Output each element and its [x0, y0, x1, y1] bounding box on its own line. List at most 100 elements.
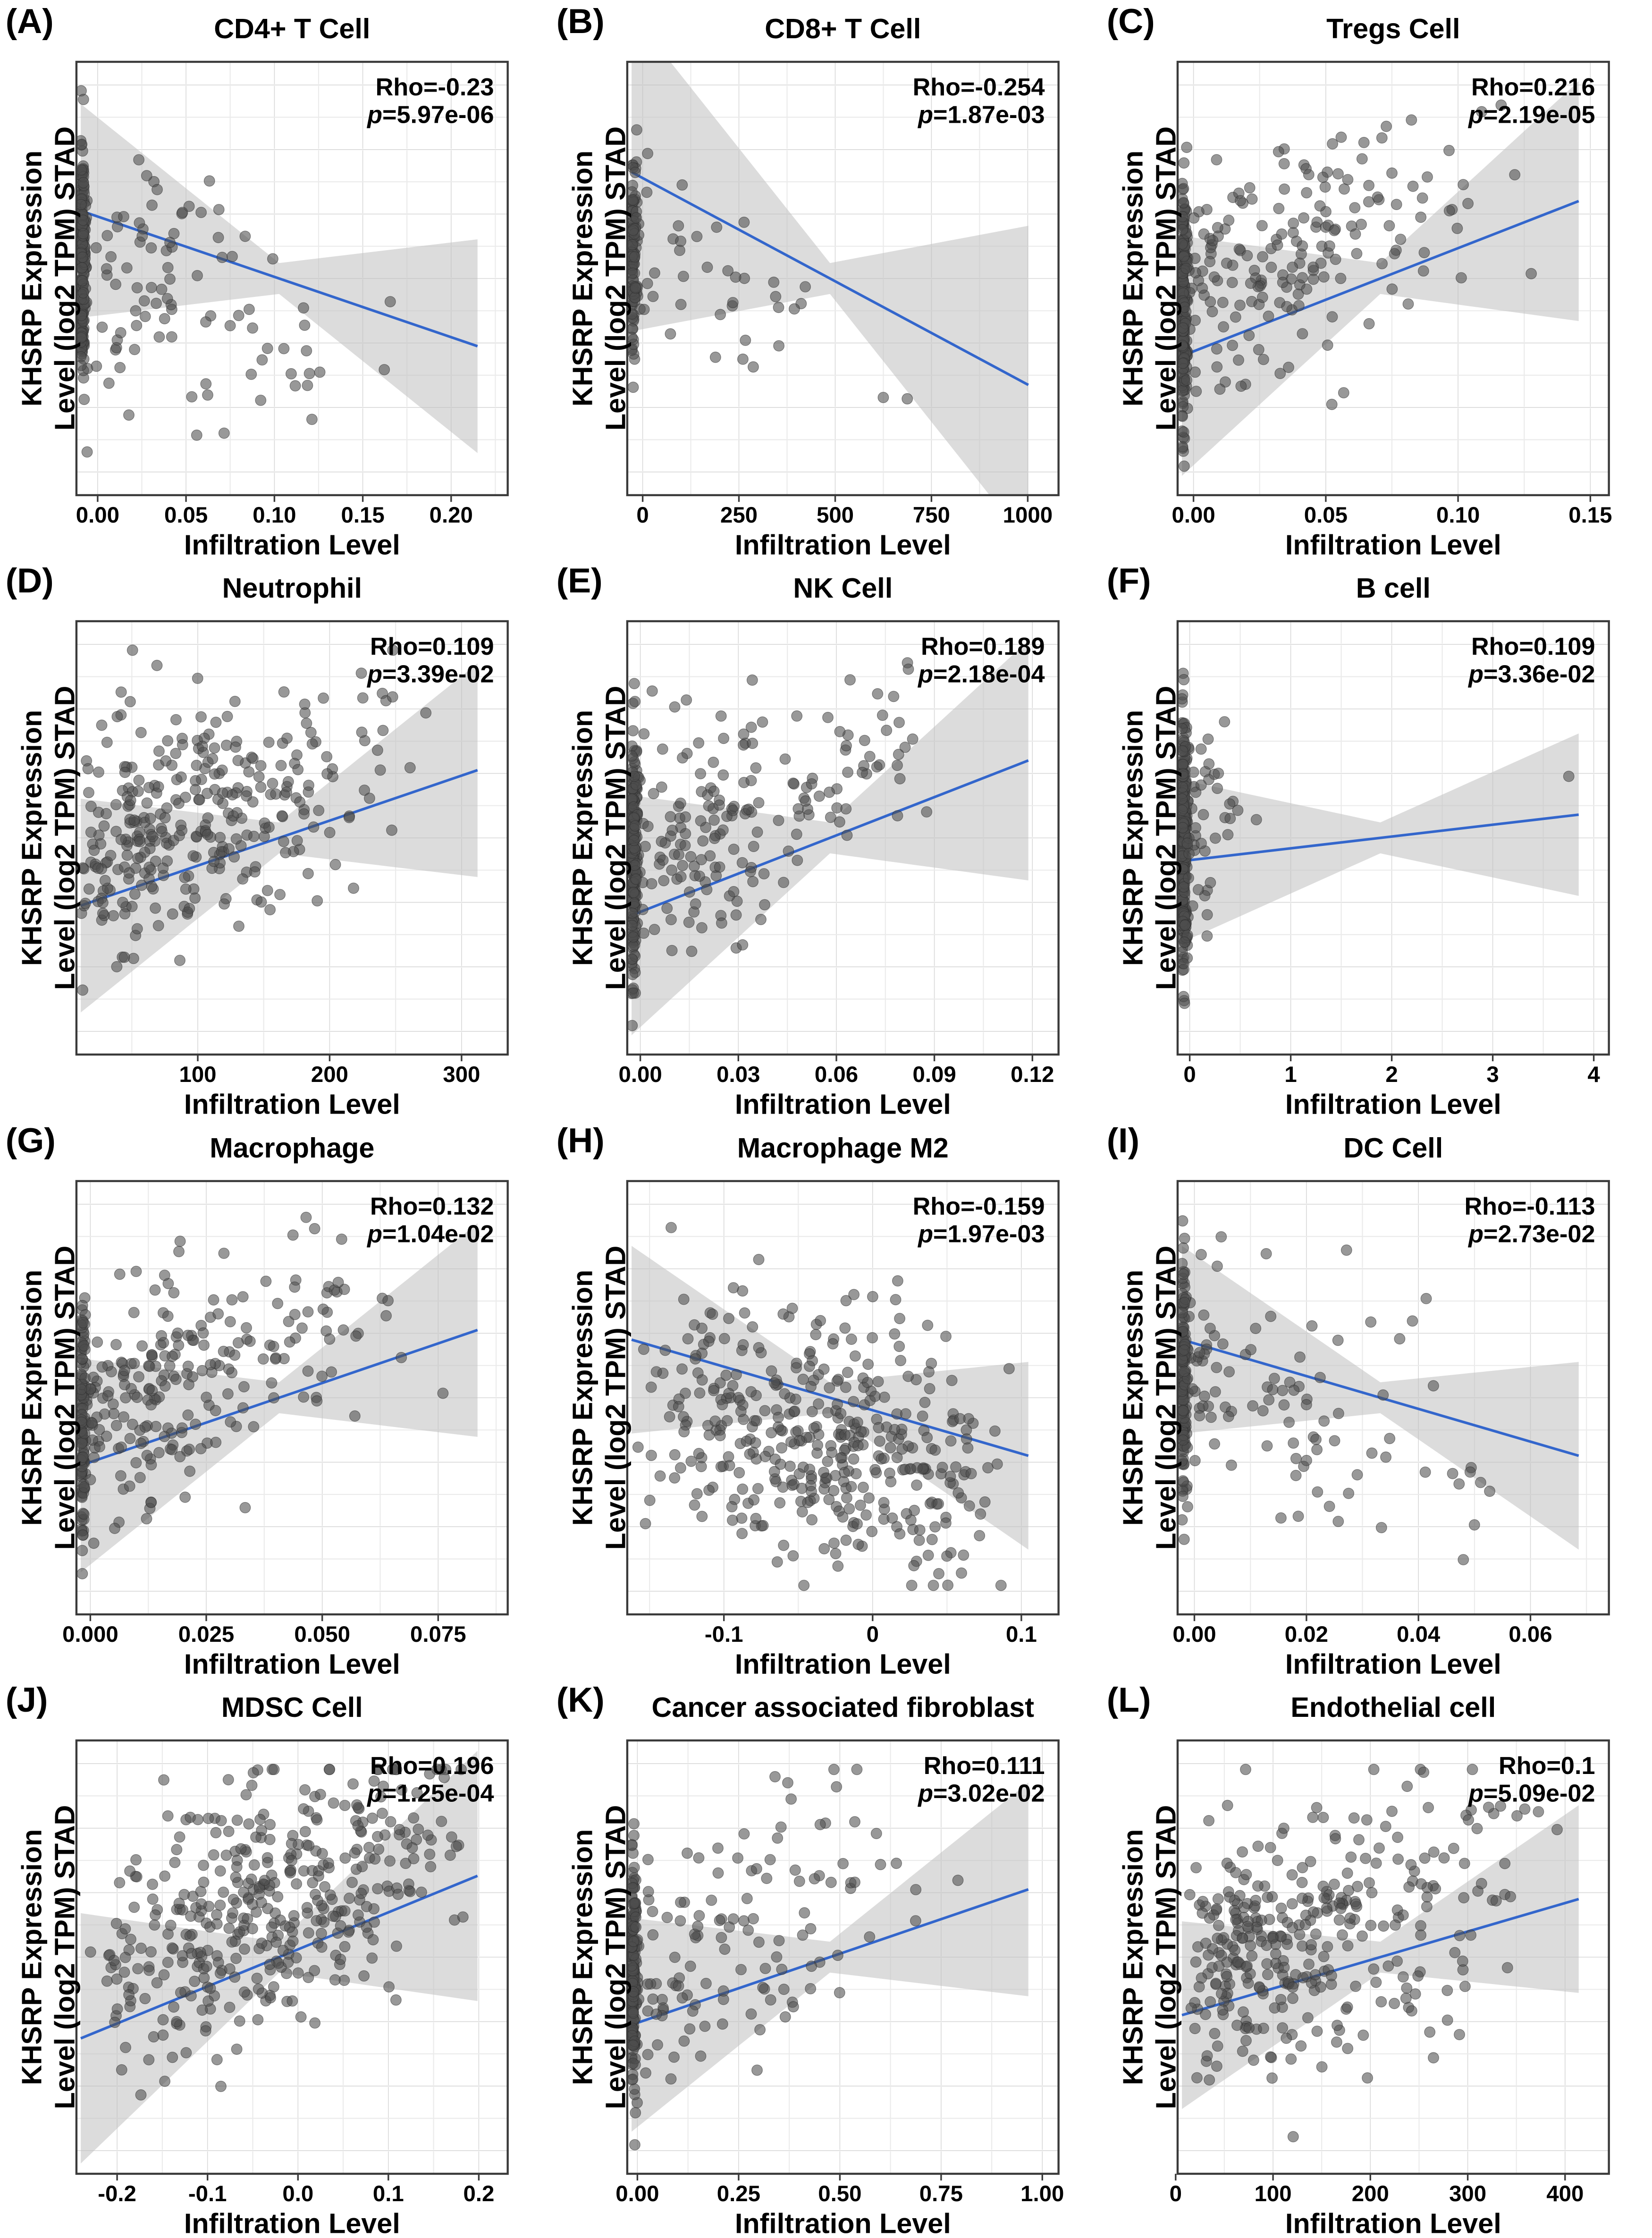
- svg-text:400: 400: [1547, 2181, 1584, 2206]
- svg-text:(H): (H): [556, 1120, 604, 1159]
- svg-text:200: 200: [1352, 2181, 1389, 2206]
- svg-text:0.2: 0.2: [463, 2181, 494, 2206]
- svg-text:0.04: 0.04: [1397, 1621, 1441, 1647]
- svg-text:Infiltration Level: Infiltration Level: [184, 1089, 400, 1119]
- svg-text:CD8+ T Cell: CD8+ T Cell: [765, 13, 921, 44]
- svg-text:KHSRP Expression: KHSRP Expression: [16, 1269, 47, 1526]
- svg-text:p=1.25e-04: p=1.25e-04: [366, 1780, 494, 1807]
- svg-text:1: 1: [1285, 1062, 1297, 1087]
- svg-text:0.25: 0.25: [716, 2181, 760, 2206]
- svg-text:Rho=0.132: Rho=0.132: [370, 1193, 494, 1220]
- svg-text:Level (log2 TPM) STAD: Level (log2 TPM) STAD: [49, 686, 80, 990]
- svg-text:0.50: 0.50: [818, 2181, 861, 2206]
- svg-text:Macrophage M2: Macrophage M2: [737, 1132, 948, 1164]
- svg-text:0.10: 0.10: [253, 503, 296, 528]
- svg-text:0: 0: [1184, 1062, 1196, 1087]
- svg-text:500: 500: [817, 503, 854, 528]
- svg-text:300: 300: [1449, 2181, 1486, 2206]
- svg-text:(J): (J): [6, 1680, 48, 1719]
- svg-text:Rho=-0.159: Rho=-0.159: [912, 1193, 1045, 1220]
- svg-text:KHSRP Expression: KHSRP Expression: [16, 710, 47, 966]
- svg-text:0.000: 0.000: [62, 1621, 118, 1647]
- svg-text:Tregs Cell: Tregs Cell: [1326, 13, 1460, 44]
- svg-text:Level (log2 TPM) STAD: Level (log2 TPM) STAD: [49, 1245, 80, 1549]
- svg-text:Infiltration Level: Infiltration Level: [735, 2207, 951, 2238]
- svg-text:Level (log2 TPM) STAD: Level (log2 TPM) STAD: [599, 1805, 631, 2109]
- svg-text:0: 0: [866, 1621, 878, 1647]
- svg-text:0.75: 0.75: [919, 2181, 962, 2206]
- svg-text:Macrophage: Macrophage: [210, 1132, 374, 1164]
- svg-text:3: 3: [1487, 1062, 1499, 1087]
- svg-text:0.050: 0.050: [294, 1621, 350, 1647]
- svg-text:KHSRP Expression: KHSRP Expression: [1117, 1269, 1149, 1526]
- svg-text:0.00: 0.00: [618, 1062, 662, 1087]
- svg-text:(D): (D): [6, 561, 54, 600]
- svg-text:Level (log2 TPM) STAD: Level (log2 TPM) STAD: [1150, 686, 1182, 990]
- svg-text:p=2.19e-05: p=2.19e-05: [1467, 101, 1595, 128]
- svg-text:Rho=0.109: Rho=0.109: [1471, 633, 1595, 660]
- svg-text:p=5.97e-06: p=5.97e-06: [366, 101, 494, 128]
- svg-text:750: 750: [913, 503, 950, 528]
- svg-text:(F): (F): [1107, 561, 1151, 600]
- svg-text:0.00: 0.00: [1172, 503, 1215, 528]
- svg-text:0.09: 0.09: [912, 1062, 956, 1087]
- svg-text:Level (log2 TPM) STAD: Level (log2 TPM) STAD: [1150, 127, 1182, 431]
- svg-text:B cell: B cell: [1356, 572, 1431, 604]
- svg-text:Rho=0.1: Rho=0.1: [1499, 1752, 1595, 1780]
- svg-text:0: 0: [1170, 2181, 1182, 2206]
- svg-text:Infiltration Level: Infiltration Level: [735, 1089, 951, 1119]
- svg-text:p=1.04e-02: p=1.04e-02: [366, 1220, 494, 1248]
- svg-text:p=5.09e-02: p=5.09e-02: [1467, 1780, 1595, 1807]
- svg-text:(G): (G): [6, 1120, 56, 1159]
- svg-text:2: 2: [1386, 1062, 1398, 1087]
- svg-text:0.02: 0.02: [1285, 1621, 1328, 1647]
- svg-text:p=3.36e-02: p=3.36e-02: [1467, 661, 1595, 688]
- svg-text:KHSRP Expression: KHSRP Expression: [16, 1829, 47, 2085]
- svg-text:0.20: 0.20: [430, 503, 473, 528]
- svg-text:-0.1: -0.1: [705, 1621, 743, 1647]
- svg-text:Infiltration Level: Infiltration Level: [184, 1648, 400, 1679]
- svg-text:p=1.97e-03: p=1.97e-03: [917, 1220, 1045, 1248]
- svg-text:0.025: 0.025: [178, 1621, 235, 1647]
- svg-text:-0.2: -0.2: [98, 2181, 136, 2206]
- svg-text:0.1: 0.1: [373, 2181, 404, 2206]
- svg-text:0.0: 0.0: [282, 2181, 313, 2206]
- svg-text:200: 200: [311, 1062, 348, 1087]
- svg-text:(C): (C): [1107, 1, 1155, 41]
- svg-text:Rho=0.109: Rho=0.109: [370, 633, 494, 660]
- svg-text:0.10: 0.10: [1436, 503, 1480, 528]
- svg-text:Infiltration Level: Infiltration Level: [184, 2207, 400, 2238]
- svg-text:KHSRP Expression: KHSRP Expression: [566, 710, 598, 966]
- svg-text:0.12: 0.12: [1011, 1062, 1054, 1087]
- svg-text:100: 100: [1255, 2181, 1292, 2206]
- svg-text:Rho=0.111: Rho=0.111: [923, 1752, 1045, 1780]
- svg-text:(A): (A): [6, 1, 54, 41]
- svg-text:1.00: 1.00: [1020, 2181, 1064, 2206]
- svg-text:Level (log2 TPM) STAD: Level (log2 TPM) STAD: [49, 1805, 80, 2109]
- svg-text:Rho=-0.113: Rho=-0.113: [1465, 1193, 1595, 1220]
- svg-text:KHSRP Expression: KHSRP Expression: [566, 1829, 598, 2085]
- svg-text:(K): (K): [556, 1680, 604, 1719]
- svg-text:Level (log2 TPM) STAD: Level (log2 TPM) STAD: [1150, 1245, 1182, 1549]
- svg-text:0.06: 0.06: [815, 1062, 858, 1087]
- svg-text:0.075: 0.075: [410, 1621, 466, 1647]
- svg-text:(I): (I): [1107, 1120, 1139, 1159]
- svg-text:p=3.39e-02: p=3.39e-02: [366, 661, 494, 688]
- svg-text:p=1.87e-03: p=1.87e-03: [917, 101, 1045, 128]
- svg-text:KHSRP Expression: KHSRP Expression: [566, 151, 598, 407]
- svg-text:0.03: 0.03: [716, 1062, 760, 1087]
- svg-text:Infiltration Level: Infiltration Level: [1285, 2207, 1501, 2238]
- svg-text:1000: 1000: [1003, 503, 1052, 528]
- svg-text:Infiltration Level: Infiltration Level: [184, 529, 400, 560]
- svg-text:Rho=-0.254: Rho=-0.254: [912, 74, 1045, 101]
- svg-text:300: 300: [443, 1062, 480, 1087]
- svg-text:Endothelial cell: Endothelial cell: [1291, 1691, 1496, 1723]
- svg-text:KHSRP Expression: KHSRP Expression: [1117, 1829, 1149, 2085]
- svg-text:Level (log2 TPM) STAD: Level (log2 TPM) STAD: [599, 686, 631, 990]
- svg-text:0.00: 0.00: [1173, 1621, 1216, 1647]
- svg-text:(E): (E): [556, 561, 602, 600]
- svg-text:Rho=0.196: Rho=0.196: [370, 1752, 494, 1780]
- svg-text:MDSC Cell: MDSC Cell: [221, 1691, 363, 1723]
- svg-text:NK Cell: NK Cell: [793, 572, 893, 604]
- svg-text:Cancer associated fibroblast: Cancer associated fibroblast: [651, 1691, 1034, 1723]
